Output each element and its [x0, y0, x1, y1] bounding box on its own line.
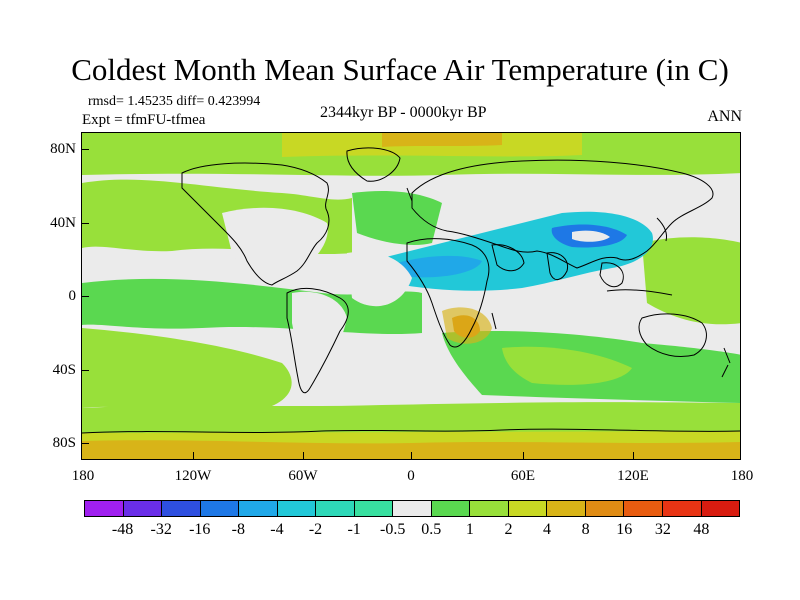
lat-tick-80s: [81, 443, 89, 444]
colorbar-cell: [585, 501, 625, 516]
coast-south-america: [286, 287, 349, 394]
coast-north-america: [181, 162, 330, 286]
lon-label-180e: 180: [730, 468, 754, 484]
field-orange-antarctic: [82, 440, 740, 459]
coast-africa: [406, 238, 490, 348]
lat-label-0: 0: [68, 288, 77, 304]
colorbar-label: -8: [231, 521, 246, 538]
coast-india: [546, 252, 569, 280]
lon-label-120e: 120E: [617, 468, 649, 484]
colorbar-label: 32: [654, 521, 671, 538]
colorbar-cell: [470, 501, 509, 516]
coast-indonesia: [606, 289, 673, 296]
colorbar: [84, 500, 740, 517]
lat-tick-80n: [81, 149, 89, 150]
lon-label-180w: 180: [71, 468, 95, 484]
colorbar-cell: [701, 501, 740, 516]
lon-tick-120w: [193, 452, 194, 460]
plot-title: Coldest Month Mean Surface Air Temperatu…: [71, 52, 729, 87]
coast-greenland: [346, 147, 401, 182]
lon-label-0: 0: [407, 468, 415, 484]
field-lime-west-pacific: [642, 237, 740, 325]
colorbar-cell: [277, 501, 317, 516]
lon-tick-60w: [303, 452, 304, 460]
field-orange-arctic: [382, 133, 502, 147]
colorbar-label: -0.5: [380, 521, 406, 538]
field-green-south-ocean: [82, 402, 740, 433]
colorbar-label: 16: [616, 521, 633, 538]
lon-tick-120e: [633, 452, 634, 460]
colorbar-label: -4: [270, 521, 284, 538]
coast-japan: [656, 217, 667, 242]
field-yellow-south-africa: [442, 307, 492, 344]
colorbar-cell: [393, 501, 432, 516]
lat-label-80n: 80N: [50, 141, 76, 157]
lat-tick-40n: [81, 223, 89, 224]
colorbar-cell: [85, 501, 124, 516]
coast-antarctica: [82, 428, 740, 434]
colorbar-label: -32: [150, 521, 172, 538]
colorbar-label: -2: [308, 521, 323, 538]
colorbar-label: 48: [693, 521, 710, 538]
colorbar-label: -48: [111, 521, 134, 538]
field-green-atlantic-north: [352, 191, 442, 245]
colorbar-cell: [162, 501, 201, 516]
field-neutral-north-america: [222, 207, 328, 280]
colorbar-cell: [431, 501, 471, 516]
field-lime-indian: [502, 346, 632, 385]
colorbar-label: 0.5: [421, 521, 442, 538]
coast-uk: [406, 187, 413, 202]
colorbar-label: 4: [543, 521, 552, 538]
field-lime-south-pacific: [82, 328, 292, 414]
field-neutral-tibet-core: [572, 230, 610, 242]
colorbar-label: -16: [189, 521, 211, 538]
colorbar-cell: [624, 501, 663, 516]
colorbar-cell: [316, 501, 355, 516]
colorbar-cell: [547, 501, 586, 516]
field-neutral-south-america: [292, 291, 347, 388]
coast-southeast-asia: [599, 262, 624, 288]
experiment-text: Expt = tfmFU-tfmea: [82, 112, 206, 128]
field-blue-sahara: [397, 255, 482, 278]
lat-label-40s: 40S: [52, 362, 76, 378]
lon-label-60w: 60W: [288, 468, 318, 484]
lat-label-40n: 40N: [50, 215, 76, 231]
season-text: ANN: [707, 108, 742, 125]
lon-label-60e: 60E: [510, 468, 536, 484]
colorbar-label: 2: [504, 521, 513, 538]
lon-label-120w: 120W: [174, 468, 212, 484]
colorbar-label: 8: [581, 521, 590, 538]
coastlines: [82, 147, 740, 434]
lon-tick-60e: [523, 452, 524, 460]
lon-tick-0: [411, 452, 412, 460]
colorbar-cell: [123, 501, 163, 516]
coast-eurasia: [411, 159, 714, 269]
colorbar-cell: [508, 501, 548, 516]
coast-australia: [638, 313, 707, 358]
colorbar-label: -1: [347, 521, 361, 538]
colorbar-cell: [662, 501, 702, 516]
field-neutral-atlantic: [347, 251, 412, 307]
coast-new-zealand: [721, 347, 731, 378]
period-text: 2344kyr BP - 0000kyr BP: [320, 104, 487, 121]
lat-label-80s: 80S: [52, 435, 76, 451]
lat-tick-40s: [81, 370, 89, 371]
colorbar-label: 1: [465, 521, 474, 538]
colorbar-cell: [239, 501, 278, 516]
colorbar-cell: [354, 501, 394, 516]
stats-text: rmsd= 1.45235 diff= 0.423994: [88, 94, 261, 109]
colorbar-cell: [200, 501, 240, 516]
map-panel: [81, 132, 741, 460]
anomaly-map: [82, 133, 740, 459]
coast-arabia: [491, 244, 525, 272]
lat-tick-0: [81, 296, 89, 297]
coast-madagascar: [491, 312, 497, 330]
colorbar-labels: -48 -32 -16 -8 -4 -2 -1 -0.5 0.5 1 2 4 8 16 32 48: [84, 521, 740, 543]
